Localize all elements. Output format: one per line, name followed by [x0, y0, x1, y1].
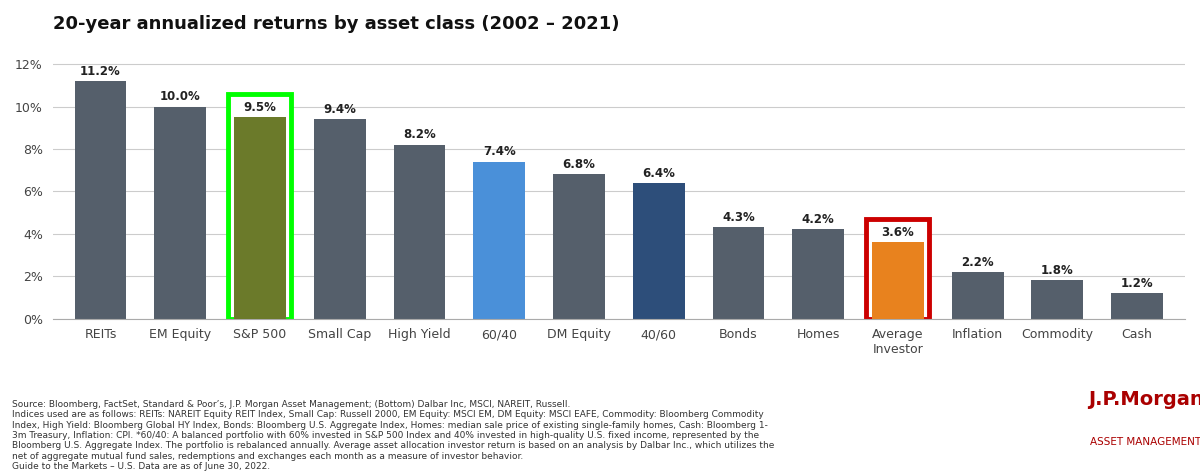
Text: 3.6%: 3.6% [882, 226, 914, 239]
Text: 4.2%: 4.2% [802, 213, 834, 226]
Bar [234, 117, 286, 318]
Bar [866, 219, 930, 319]
Bar [792, 229, 844, 318]
Bar [1111, 293, 1163, 318]
Text: 11.2%: 11.2% [80, 65, 121, 78]
Bar [713, 228, 764, 318]
Text: 9.4%: 9.4% [323, 103, 356, 116]
Bar [473, 162, 526, 318]
Bar [155, 107, 206, 318]
Bar [394, 145, 445, 318]
Text: 20-year annualized returns by asset class (2002 – 2021): 20-year annualized returns by asset clas… [53, 15, 619, 33]
Text: 7.4%: 7.4% [482, 146, 516, 159]
Bar [228, 94, 292, 319]
Bar [234, 117, 286, 318]
Text: 1.2%: 1.2% [1121, 277, 1153, 290]
Bar [872, 242, 924, 318]
Text: 6.8%: 6.8% [563, 158, 595, 171]
Bar [872, 242, 924, 318]
Bar [313, 119, 366, 318]
Text: 8.2%: 8.2% [403, 129, 436, 141]
Text: Source: Bloomberg, FactSet, Standard & Poor’s, J.P. Morgan Asset Management; (Bo: Source: Bloomberg, FactSet, Standard & P… [12, 400, 774, 471]
Bar [632, 183, 684, 318]
Text: 10.0%: 10.0% [160, 90, 200, 103]
Text: 6.4%: 6.4% [642, 167, 676, 179]
Text: 2.2%: 2.2% [961, 256, 994, 269]
Text: ASSET MANAGEMENT: ASSET MANAGEMENT [1091, 437, 1200, 447]
Text: 1.8%: 1.8% [1042, 264, 1074, 277]
Bar [952, 272, 1003, 318]
Text: 9.5%: 9.5% [244, 101, 276, 114]
Bar [1032, 280, 1084, 318]
Text: 4.3%: 4.3% [722, 211, 755, 224]
Text: J.P.Morgan: J.P.Morgan [1088, 390, 1200, 409]
Bar [553, 174, 605, 318]
Bar [74, 81, 126, 318]
